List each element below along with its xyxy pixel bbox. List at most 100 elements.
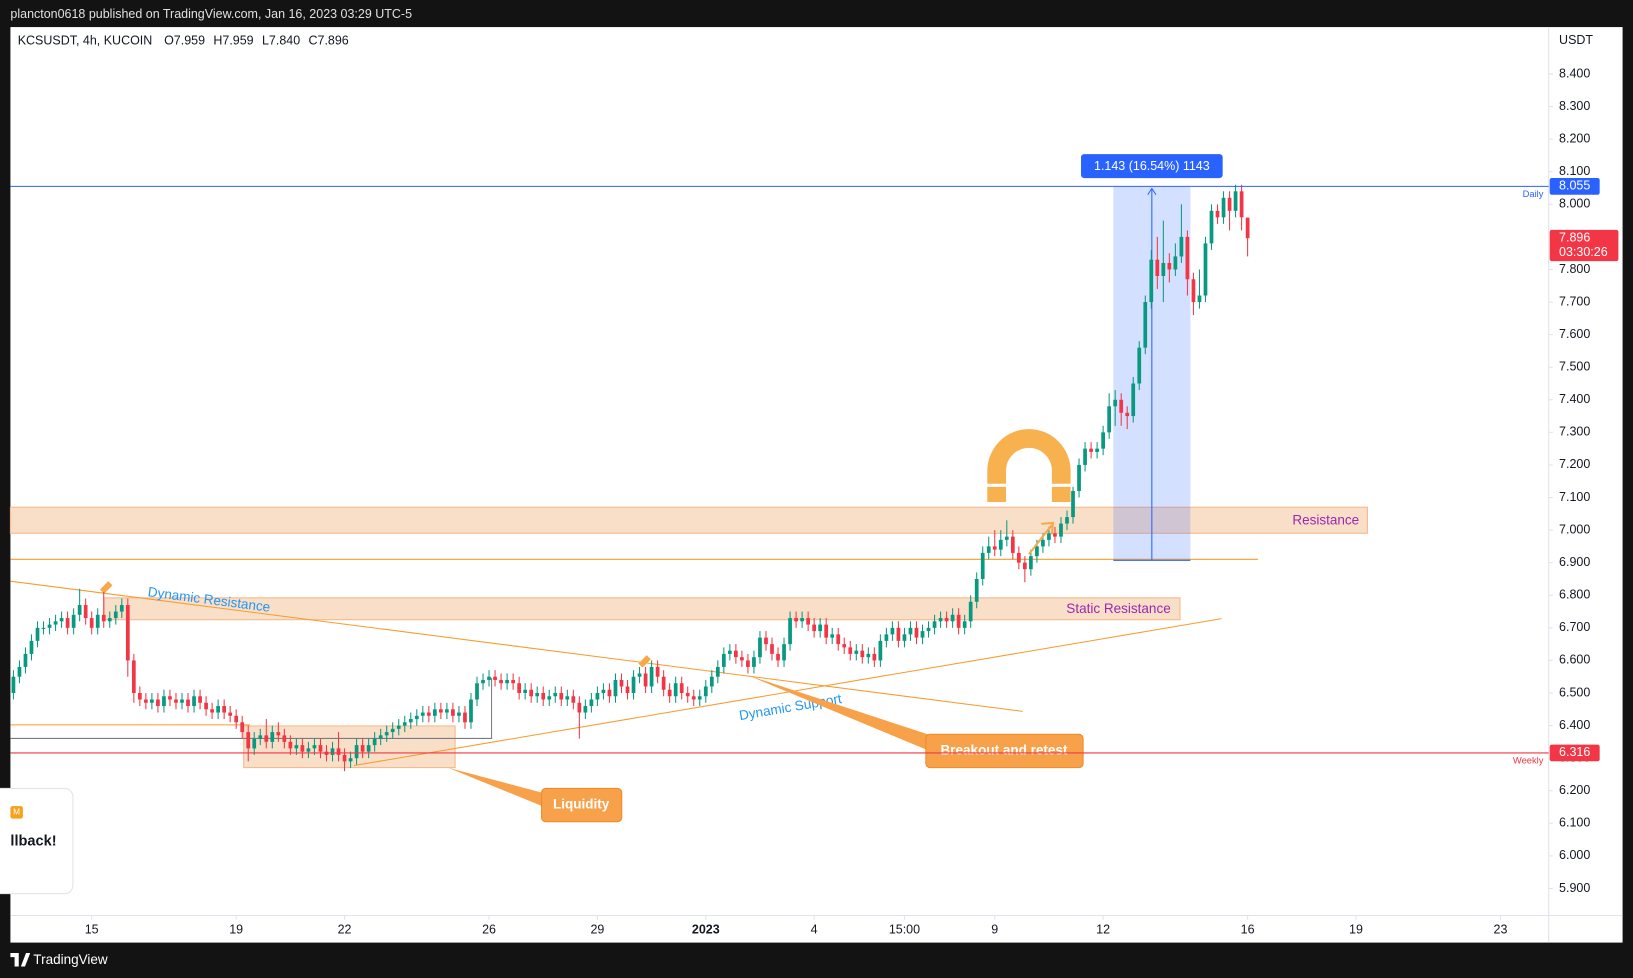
up-arrowhead: [1041, 521, 1055, 535]
candle-body: [1010, 536, 1015, 553]
candle-body: [1071, 491, 1075, 518]
level-name: Weekly: [1513, 756, 1544, 766]
candle-body: [29, 640, 34, 654]
candle-body: [673, 683, 678, 697]
candle-body: [1173, 256, 1178, 270]
candle-body: [770, 644, 774, 654]
candle-body: [1059, 523, 1063, 537]
candle-body: [342, 754, 347, 762]
publish-header: plancton0618 published on TradingView.co…: [10, 7, 412, 21]
candle-body: [511, 679, 515, 684]
y-tick-label: 6.800: [1559, 588, 1590, 602]
flag-icon: [99, 581, 113, 594]
y-tick-label: 7.100: [1559, 490, 1590, 504]
y-tick-label: 7.200: [1559, 457, 1590, 471]
candle-body: [234, 715, 239, 723]
candle-body: [264, 735, 269, 742]
candle-body: [125, 605, 130, 661]
candle-body: [457, 712, 461, 716]
candle-body: [818, 624, 823, 632]
candle-body: [168, 696, 172, 700]
candle-body: [1131, 383, 1136, 417]
candle-body: [697, 696, 702, 700]
candle-body: [113, 611, 118, 619]
candle-body: [487, 676, 491, 680]
candle-body: [107, 618, 112, 622]
price-tag: [1549, 178, 1600, 195]
candle-body: [631, 676, 636, 693]
candle-body: [625, 686, 630, 693]
candle-body: [601, 689, 606, 693]
candle-body: [908, 627, 913, 635]
candle-body: [47, 624, 52, 628]
candle-body: [1029, 556, 1033, 570]
candle-body: [336, 748, 341, 755]
candle-body: [860, 650, 865, 658]
candle-body: [252, 738, 257, 749]
candle-body: [866, 653, 871, 658]
candle-body: [300, 745, 305, 752]
candle-body: [914, 627, 919, 638]
candle-body: [709, 676, 714, 687]
candle-body: [439, 709, 443, 713]
candle-body: [53, 621, 58, 625]
candle-body: [65, 618, 70, 628]
candle-body: [962, 621, 967, 628]
candle-body: [384, 732, 389, 736]
candle-body: [282, 735, 287, 742]
candle-body: [1197, 295, 1202, 303]
candle-body: [1239, 191, 1244, 218]
candle-body: [390, 728, 395, 733]
y-tick-label: 6.500: [1559, 685, 1590, 699]
candle-body: [727, 650, 732, 654]
magnet-icon: [987, 429, 1071, 503]
footer-brand[interactable]: TradingView: [33, 952, 108, 967]
candle-body: [685, 692, 690, 697]
candle-body: [1179, 236, 1184, 257]
x-tick-label: 23: [1494, 922, 1508, 936]
candle-body: [228, 712, 233, 716]
candle-body: [842, 644, 847, 648]
y-tick-label: 6.200: [1559, 783, 1590, 797]
candle-body: [637, 673, 642, 677]
x-tick-label: 19: [229, 922, 243, 936]
x-tick-label: 12: [1096, 922, 1110, 936]
ohlc-value: C7.896: [308, 34, 348, 48]
candle-body: [270, 732, 275, 742]
candle-body: [246, 732, 251, 749]
candle-body: [523, 689, 528, 693]
y-tick-label: 6.700: [1559, 620, 1590, 634]
candle-body: [1077, 464, 1081, 492]
candle-body: [426, 712, 431, 716]
y-tick-label: 8.100: [1559, 164, 1590, 178]
candle-body: [1221, 197, 1226, 218]
candle-body: [691, 696, 696, 700]
candle-body: [372, 738, 377, 746]
candles: [11, 184, 1250, 772]
candle-body: [649, 666, 654, 687]
candle-body: [812, 624, 817, 632]
candle-body: [186, 699, 190, 707]
candle-body: [1053, 533, 1057, 537]
candle-body: [1167, 262, 1172, 270]
candle-body: [1149, 259, 1154, 303]
candle-body: [463, 712, 467, 723]
candle-body: [318, 745, 323, 752]
candle-body: [926, 627, 931, 632]
candle-body: [1035, 546, 1039, 557]
candle-body: [1041, 539, 1045, 547]
candle-body: [174, 699, 178, 703]
liquidity-callout: Liquidity: [553, 797, 610, 812]
x-tick-label: 2023: [692, 922, 720, 936]
last-price-tag: [1549, 229, 1619, 262]
candle-body: [896, 627, 901, 641]
candle-body: [992, 546, 997, 550]
candle-body: [571, 696, 576, 703]
last-price-label: 7.896: [1559, 230, 1590, 244]
candle-body: [782, 644, 786, 661]
breakout-callout: Breakout and retest: [940, 743, 1067, 758]
candle-body: [216, 706, 220, 713]
price-tag-label: 6.316: [1559, 745, 1590, 759]
y-tick-label: 8.400: [1559, 66, 1590, 80]
badge: [10, 806, 23, 819]
